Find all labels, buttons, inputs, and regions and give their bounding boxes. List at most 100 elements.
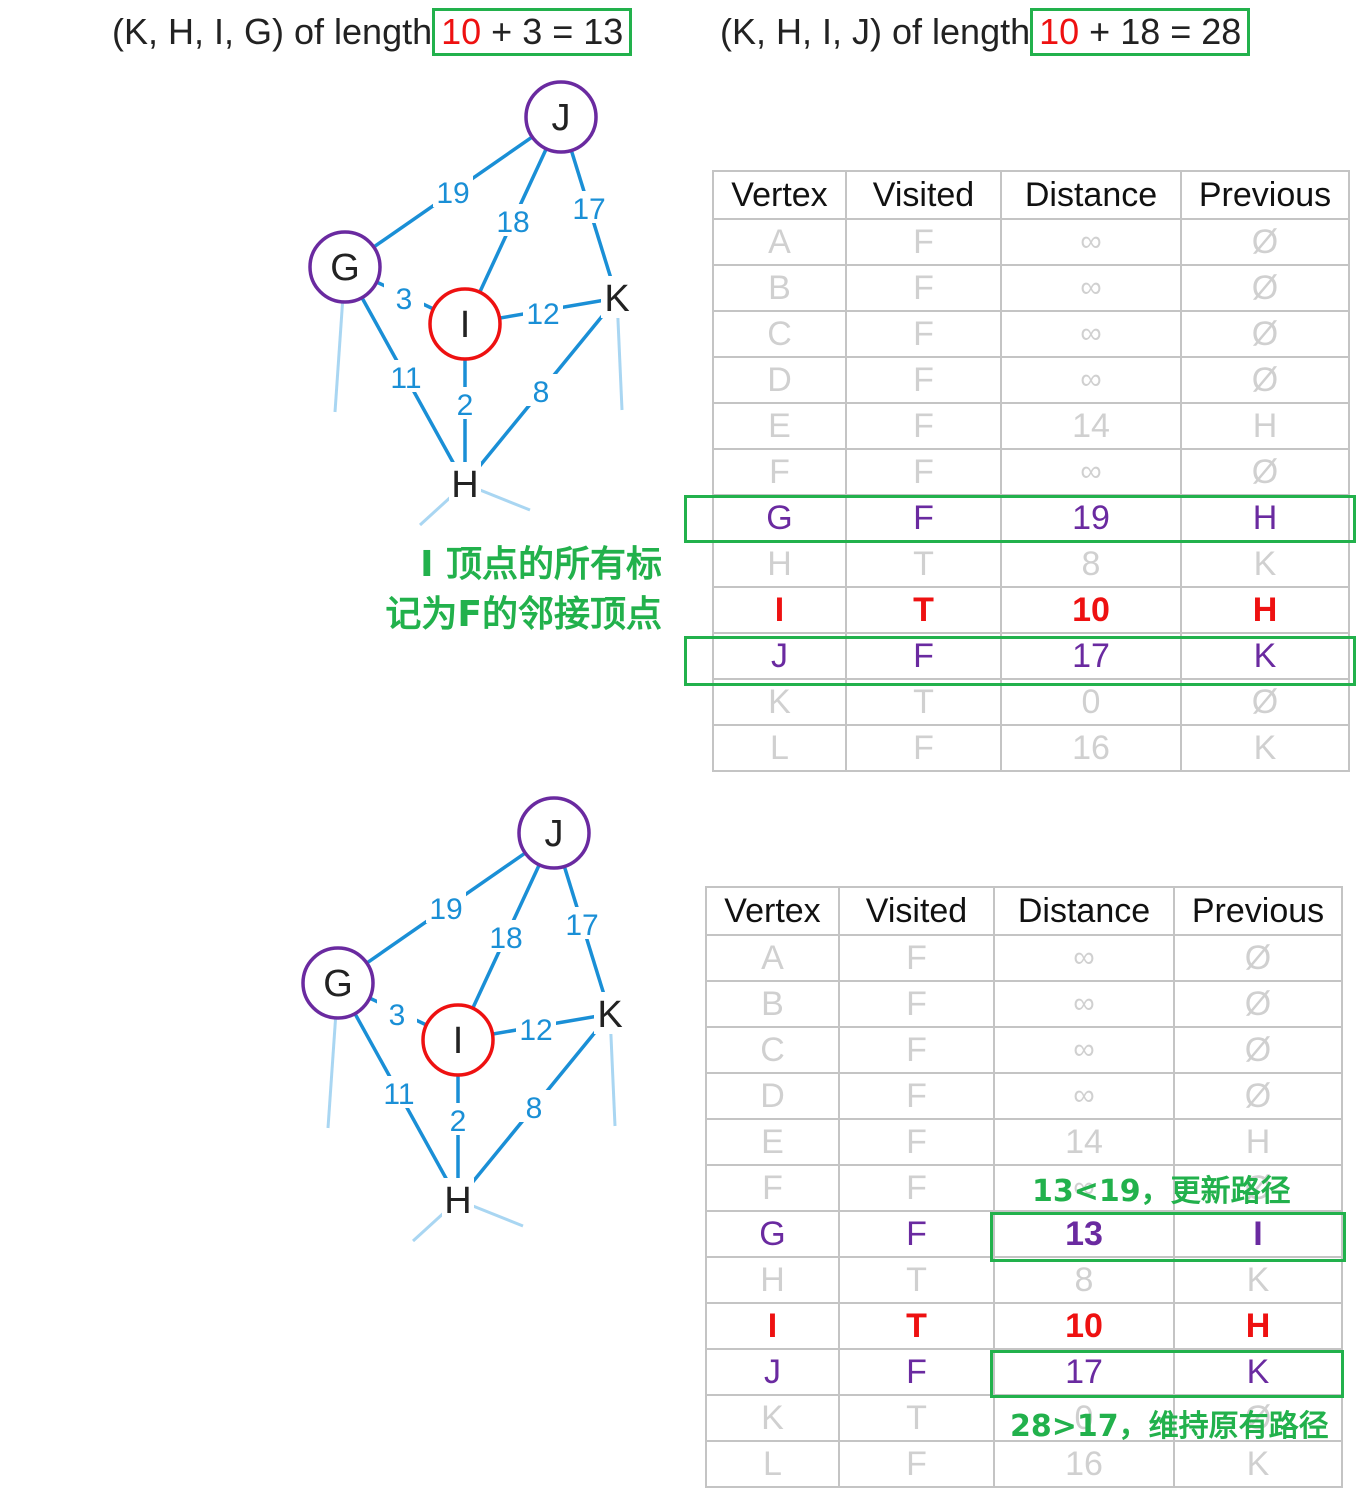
caption-sum: + 3 = 13: [481, 11, 624, 52]
edge-label-background: [438, 1103, 478, 1135]
cell-visited: F: [845, 724, 1002, 772]
edge-weight-label: 18: [489, 922, 522, 955]
node-background: [442, 1178, 474, 1220]
node-ring-J: [524, 80, 598, 154]
edge-weight-label: 2: [457, 389, 474, 422]
cell-vertex: L: [712, 724, 847, 772]
cell-previous: H: [1173, 1118, 1343, 1166]
cell-distance: ∞: [993, 1026, 1175, 1074]
node-ring-I: [428, 287, 502, 361]
cell-vertex: J: [712, 632, 847, 680]
edge-label-background: [433, 175, 473, 207]
cell-previous: K: [1180, 724, 1350, 772]
cell-visited: T: [838, 1256, 995, 1304]
node-label-J: J: [545, 813, 564, 855]
cell-previous: Ø: [1180, 218, 1350, 266]
caption-path-j: (K, H, I, J) of length 10 + 18 = 28: [720, 8, 1251, 56]
cell-previous: Ø: [1173, 1072, 1343, 1120]
cell-vertex: C: [712, 310, 847, 358]
cell-previous: Ø: [1173, 934, 1343, 982]
cell-visited: T: [845, 678, 1002, 726]
edge-weight-label: 3: [389, 999, 406, 1032]
cell-distance: 8: [1000, 540, 1182, 588]
cell-visited: F: [845, 264, 1002, 312]
edge-label-background: [486, 920, 526, 952]
header-visited: Visited: [845, 170, 1002, 220]
cell-previous: Ø: [1173, 1026, 1343, 1074]
edge-label-background: [523, 296, 563, 328]
caption-prefix: (K, H, I, J) of length: [720, 11, 1031, 52]
cell-previous: K: [1180, 540, 1350, 588]
node-label-K: K: [597, 994, 622, 1036]
cell-vertex: D: [705, 1072, 840, 1120]
cell-vertex: F: [705, 1164, 840, 1212]
table-row: D F ∞ Ø: [705, 1072, 1343, 1120]
edge-label-background: [516, 1012, 556, 1044]
graph-diagram-bottom: 19 18 17 3 12 11 2 8 J G I K H: [301, 796, 626, 1243]
cell-distance: ∞: [1000, 356, 1182, 404]
caption-base-distance: 10: [1039, 11, 1080, 52]
cell-visited: F: [845, 402, 1002, 450]
cell-visited: F: [838, 980, 995, 1028]
highlight-row-j-top: [684, 636, 1356, 686]
cell-visited: F: [838, 1072, 995, 1120]
cell-visited: F: [838, 1440, 995, 1488]
edge-label-background: [445, 387, 485, 419]
cell-vertex: I: [705, 1302, 840, 1350]
cell-previous: K: [1173, 1348, 1343, 1396]
cell-visited: F: [838, 1118, 995, 1166]
cell-visited: F: [838, 1026, 995, 1074]
cell-previous: Ø: [1180, 356, 1350, 404]
header-distance: Distance: [993, 886, 1175, 936]
cell-previous: Ø: [1180, 264, 1350, 312]
note-neighbors-line1: I 顶点的所有标: [420, 544, 662, 585]
graph-diagram-top: 19 18 17 3 12 11 2 8 J G I K H: [0, 0, 700, 780]
edge-label-background: [377, 997, 417, 1029]
cell-previous: K: [1173, 1440, 1343, 1488]
caption-sum: + 18 = 28: [1079, 11, 1242, 52]
edge-label-background: [386, 360, 426, 392]
cell-vertex: F: [712, 448, 847, 496]
cell-visited: T: [838, 1302, 995, 1350]
cell-vertex: G: [712, 494, 847, 542]
node-ring-J: [517, 796, 591, 870]
node-ring-G: [308, 230, 382, 304]
note-keep-path: 28>17，维持原有路径: [1010, 1409, 1329, 1444]
cell-previous: H: [1180, 402, 1350, 450]
cell-visited: T: [845, 586, 1002, 634]
cell-previous: K: [1180, 632, 1350, 680]
cell-distance: 14: [993, 1118, 1175, 1166]
cell-vertex: G: [705, 1210, 840, 1258]
edge-label-background: [521, 374, 561, 406]
cell-vertex: L: [705, 1440, 840, 1488]
node-ring-G: [301, 946, 375, 1020]
cell-visited: F: [845, 632, 1002, 680]
node-label-I: I: [460, 304, 471, 346]
cell-previous: Ø: [1173, 1164, 1343, 1212]
cell-distance: ∞: [993, 1164, 1175, 1212]
highlight-cells-g-bottom: [990, 1212, 1346, 1262]
cell-previous: Ø: [1180, 448, 1350, 496]
cell-vertex: E: [705, 1118, 840, 1166]
table-row: C F ∞ Ø: [705, 1026, 1343, 1074]
node-background: [594, 992, 626, 1034]
edge-weight-label: 3: [396, 283, 413, 316]
header-vertex: Vertex: [712, 170, 847, 220]
header-vertex: Vertex: [705, 886, 840, 936]
cell-visited: T: [845, 540, 1002, 588]
caption-base-distance: 10: [441, 11, 482, 52]
table-row: B F ∞ Ø: [705, 980, 1343, 1028]
table-row: I T 10 H: [705, 1302, 1343, 1350]
graph-svg: 19 18 17 3 12 11 2 8 J G I K H: [308, 80, 633, 527]
cell-vertex: K: [712, 678, 847, 726]
node-label-G: G: [323, 963, 353, 1005]
cell-vertex: H: [705, 1256, 840, 1304]
table-row: F F ∞ Ø: [705, 1164, 1343, 1212]
node-label-J: J: [552, 97, 571, 139]
cell-distance: 8: [993, 1256, 1175, 1304]
table-row: J F 17 K: [705, 1348, 1343, 1396]
node-ring-I: [421, 1003, 495, 1077]
graph-group: 19 18 17 3 12 11 2 8 J G I K H: [308, 80, 633, 527]
